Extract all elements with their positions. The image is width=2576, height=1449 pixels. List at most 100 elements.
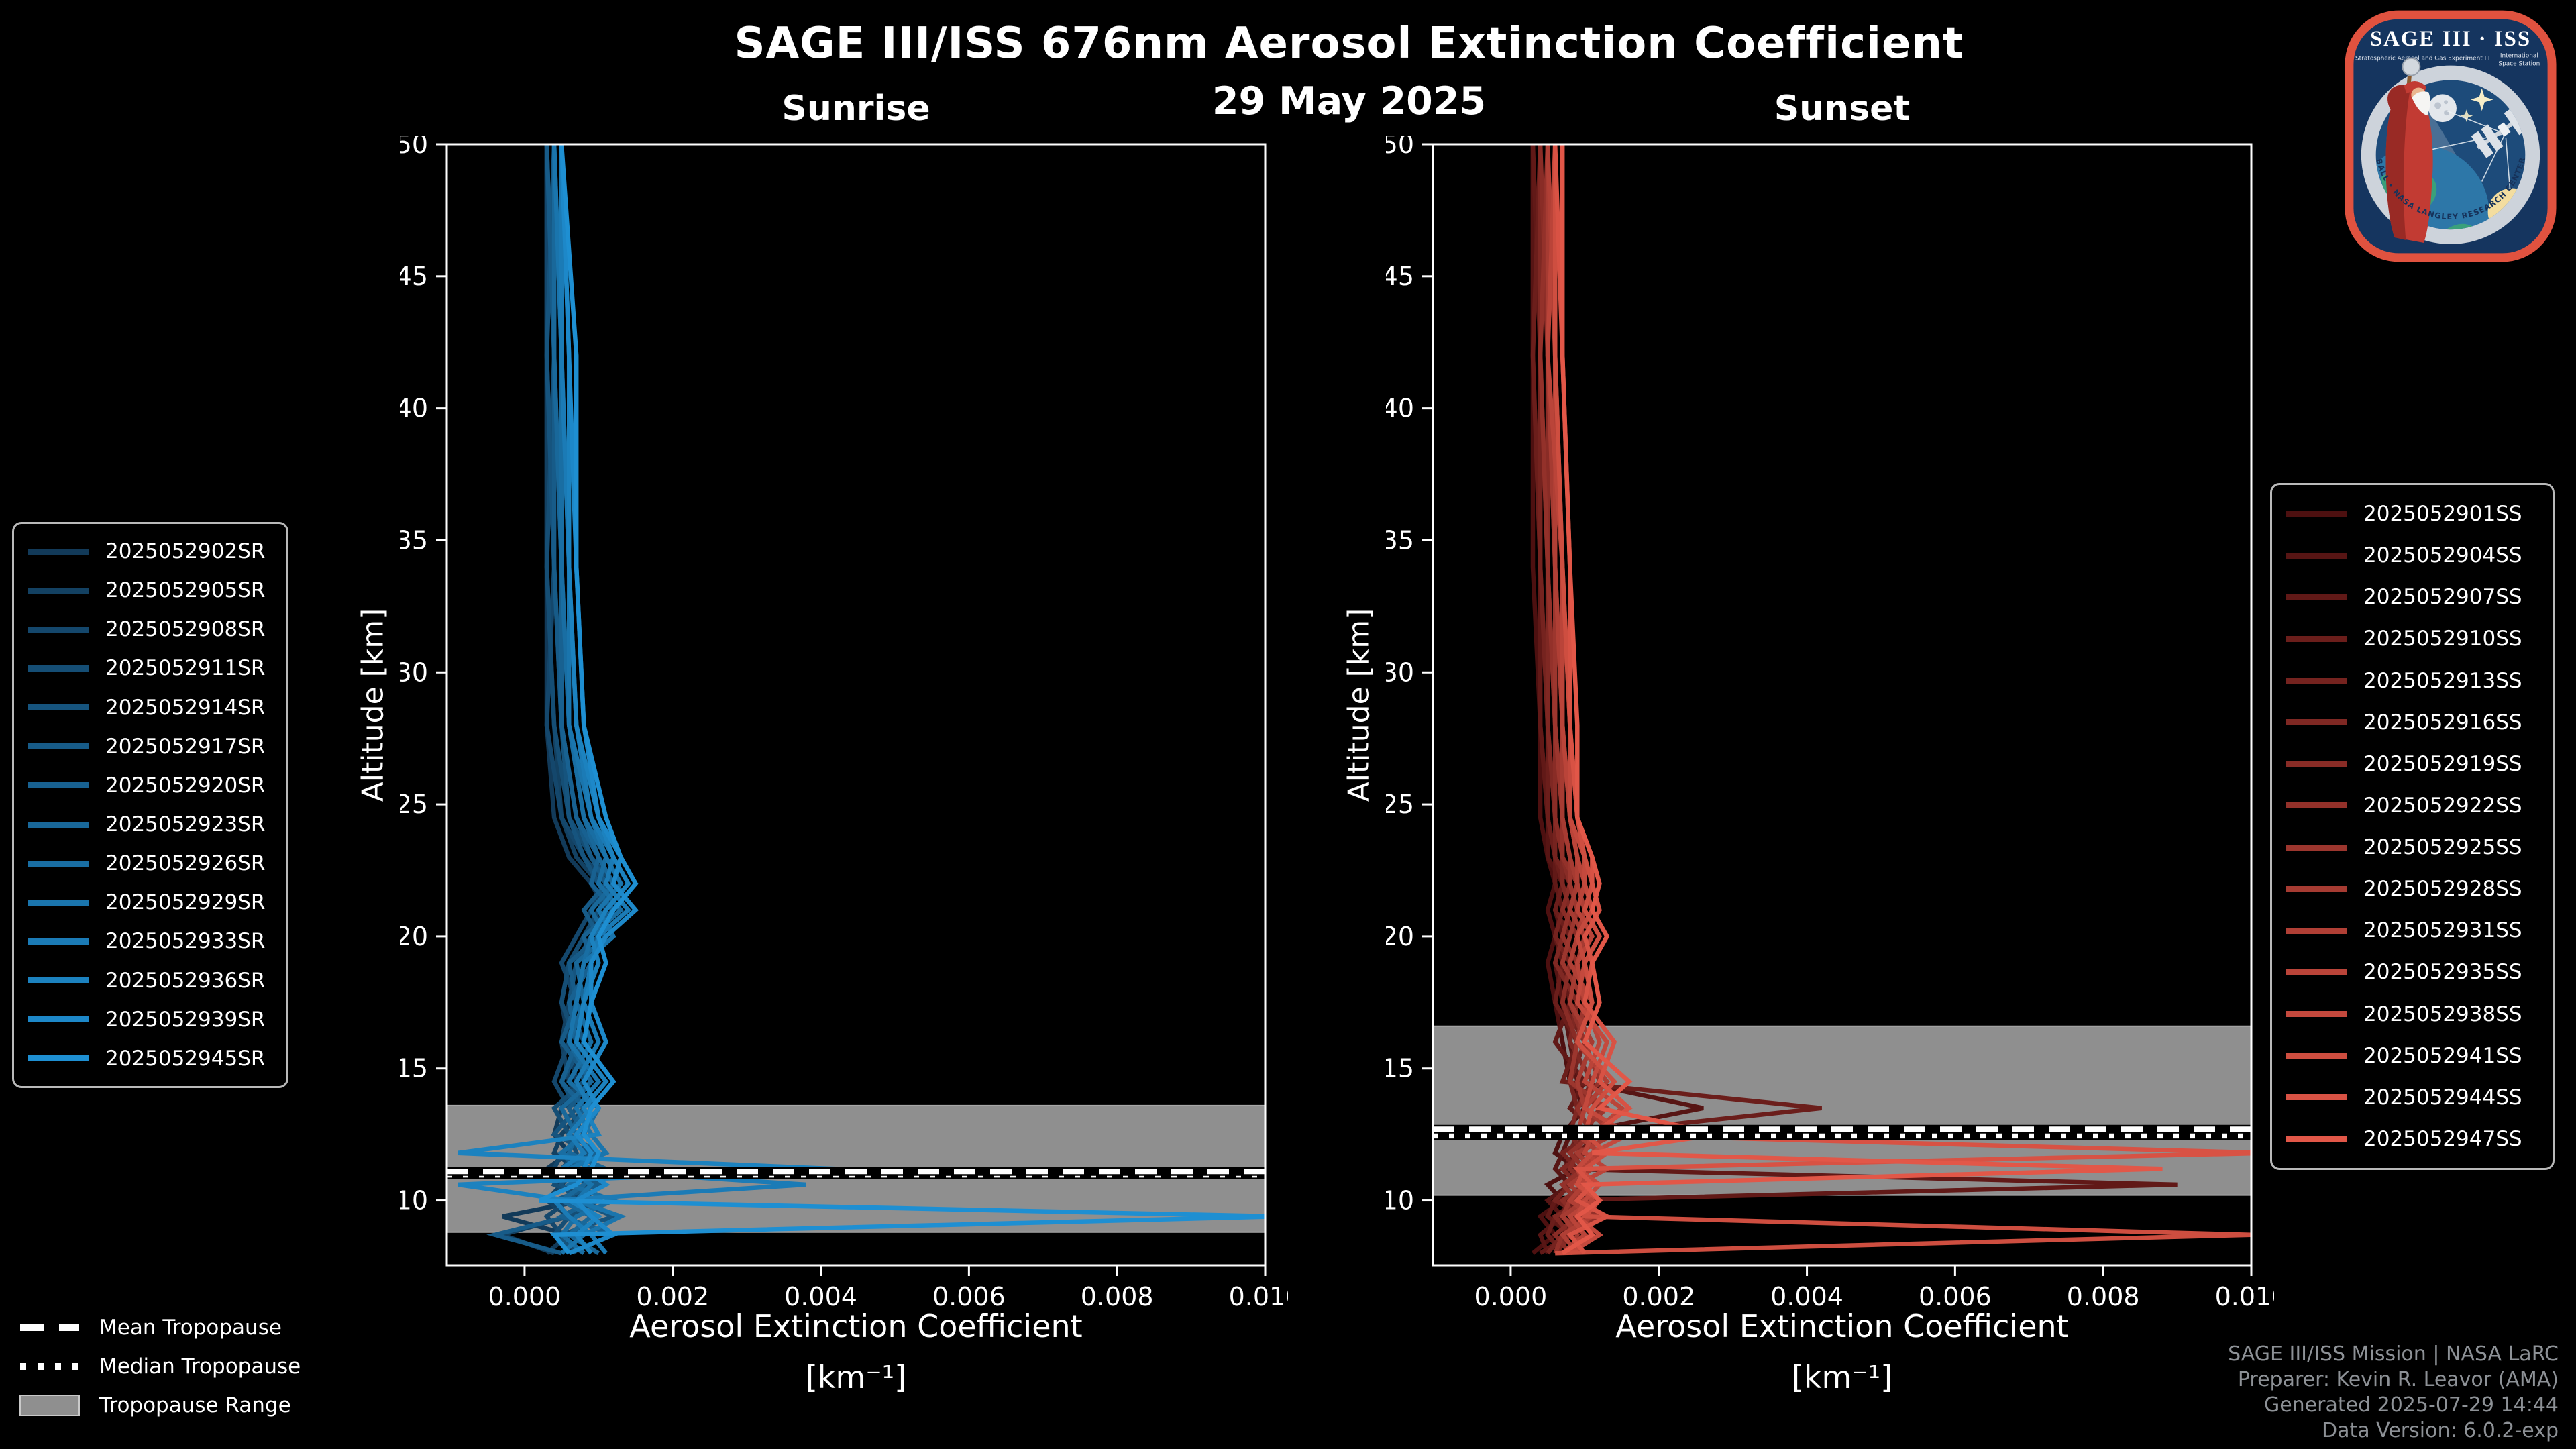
star-icon	[2470, 88, 2493, 111]
legend-item-label: 2025052945SR	[105, 1046, 266, 1071]
legend-item-label: 2025052939SR	[105, 1007, 266, 1032]
y-tick-label: 30	[1386, 657, 1414, 687]
sunrise-subtitle: Sunrise	[782, 89, 930, 129]
figure-date: 29 May 2025	[1212, 79, 1487, 123]
y-tick-label: 35	[1386, 525, 1414, 555]
legend-line-swatch-icon	[28, 782, 89, 789]
legend-line-swatch-icon	[2286, 1094, 2347, 1101]
footer-version-line: Data Version: 6.0.2-exp	[2321, 1419, 2559, 1442]
legend-item: 2025052923SR	[14, 812, 286, 837]
moon-icon	[2428, 94, 2457, 123]
legend-line-swatch-icon	[2286, 969, 2347, 975]
y-tick-label: 35	[400, 525, 428, 555]
legend-line-swatch-icon	[28, 626, 89, 633]
y-tick-label: 20	[400, 922, 428, 951]
legend-line-swatch-icon	[28, 899, 89, 906]
legend-item-label: 2025052916SS	[2363, 710, 2522, 735]
profile-line-2025052939SR	[559, 144, 639, 1256]
x-tick-label: 0.006	[1919, 1282, 1992, 1311]
legend-line-swatch-icon	[2286, 761, 2347, 767]
legend-item-label: 2025052914SR	[105, 695, 266, 720]
legend-item: 2025052925SS	[2272, 835, 2553, 859]
profile-line-2025052945SR	[538, 144, 1265, 1255]
legend-item: 2025052936SR	[14, 969, 286, 993]
y-tick-label: 20	[1386, 922, 1414, 951]
white-beard	[2412, 91, 2430, 116]
legend-line-swatch-icon	[2286, 594, 2347, 600]
tropopause-range-label: Tropopause Range	[99, 1393, 291, 1417]
legend-item: 2025052935SS	[2272, 960, 2553, 984]
legend-item-label: 2025052902SR	[105, 539, 266, 564]
father-time-figure	[2385, 57, 2433, 243]
median-tropopause-label: Median Tropopause	[99, 1354, 301, 1379]
legend-line-swatch-icon	[28, 938, 89, 945]
patch-subtitle-left: Stratospheric Aerosol and Gas Experiment…	[2355, 56, 2490, 62]
profile-line-2025052919SS	[1538, 144, 1603, 1255]
legend-item-label: 2025052947SS	[2363, 1126, 2522, 1151]
y-tick-label: 40	[400, 394, 428, 423]
y-tick-label: 45	[400, 262, 428, 291]
footer-preparer-line: Preparer: Kevin R. Leavor (AMA)	[2237, 1368, 2559, 1391]
y-tick-label: 50	[1386, 136, 1414, 159]
footer-mission-line: SAGE III/ISS Mission | NASA LaRC	[2228, 1342, 2559, 1366]
legend-item-label: 2025052910SS	[2363, 627, 2522, 651]
sunset-x-axis-label: Aerosol Extinction Coefficient	[1615, 1308, 2069, 1344]
page-title: SAGE III/ISS 676nm Aerosol Extinction Co…	[734, 19, 1964, 68]
tropopause-range-swatch-icon	[19, 1395, 80, 1416]
robe-shadow	[2385, 85, 2410, 241]
legend-line-swatch-icon	[28, 1016, 89, 1023]
legend-item: 2025052947SS	[2272, 1127, 2553, 1151]
legend-item-label: 2025052907SS	[2363, 585, 2522, 610]
sunrise-profiles	[458, 144, 1265, 1256]
profile-line-2025052947SS	[1560, 144, 2163, 1256]
y-tick-label: 15	[1386, 1054, 1414, 1083]
y-tick-label: 40	[1386, 394, 1414, 423]
legend-item-label: 2025052911SR	[105, 656, 266, 681]
legend-item: 2025052922SS	[2272, 794, 2553, 818]
legend-item: 2025052916SS	[2272, 710, 2553, 735]
sunset-subtitle: Sunset	[1774, 89, 1911, 129]
legend-line-swatch-icon	[2286, 719, 2347, 726]
patch-subtitle-right-1: International	[2500, 53, 2538, 60]
legend-line-swatch-icon	[2286, 552, 2347, 559]
legend-item-label: 2025052913SS	[2363, 668, 2522, 693]
legend-line-swatch-icon	[28, 548, 89, 555]
legend-item: 2025052902SR	[14, 539, 286, 564]
staff-orb	[2402, 57, 2421, 76]
legend-item-label: 2025052929SR	[105, 890, 266, 915]
y-tick-label: 50	[400, 136, 428, 159]
x-tick-label: 0.002	[1622, 1282, 1695, 1311]
legend-tropopause-range: Tropopause Range	[19, 1390, 291, 1421]
legend-item-label: 2025052908SR	[105, 617, 266, 642]
legend-item-label: 2025052923SR	[105, 812, 266, 837]
legend-item-label: 2025052936SR	[105, 968, 266, 993]
sunrise-y-axis-label: Altitude [km]	[356, 608, 390, 802]
x-tick-label: 0.006	[932, 1282, 1006, 1311]
legend-line-swatch-icon	[28, 821, 89, 828]
x-tick-label: 0.004	[784, 1282, 857, 1311]
legend-item-label: 2025052919SS	[2363, 751, 2522, 776]
sunrise-x-axis-label: Aerosol Extinction Coefficient	[629, 1308, 1083, 1344]
legend-item: 2025052939SR	[14, 1008, 286, 1032]
legend-line-swatch-icon	[2286, 1053, 2347, 1059]
x-tick-label: 0.008	[1081, 1282, 1154, 1311]
legend-item-label: 2025052935SS	[2363, 960, 2522, 985]
plot-frame	[1432, 143, 2253, 1267]
legend-line-swatch-icon	[2286, 1011, 2347, 1018]
profile-line-2025052933SR	[549, 144, 806, 1255]
sunrise-plot: 0.000 0.002 0.004 0.006 0.008 0.010 10 15 20 25 30…	[400, 136, 1288, 1311]
y-tick-label: 10	[1386, 1186, 1414, 1216]
sage-iii-iss-mission-patch-logo: SAGE III · ISS Stratospheric Aerosol and…	[2344, 9, 2557, 262]
y-tick-label: 15	[400, 1054, 428, 1083]
legend-item: 2025052911SR	[14, 656, 286, 680]
patch-title: SAGE III · ISS	[2370, 27, 2531, 51]
legend-line-swatch-icon	[2286, 635, 2347, 642]
legend-line-swatch-icon	[28, 977, 89, 984]
sunset-profiles	[1530, 144, 2251, 1256]
star-icon	[2460, 109, 2473, 122]
profile-line-2025052929SR	[551, 144, 627, 1255]
legend-item-label: 2025052933SR	[105, 929, 266, 954]
x-tick-label: 0.000	[1474, 1282, 1548, 1311]
legend-line-swatch-icon	[2286, 1136, 2347, 1142]
